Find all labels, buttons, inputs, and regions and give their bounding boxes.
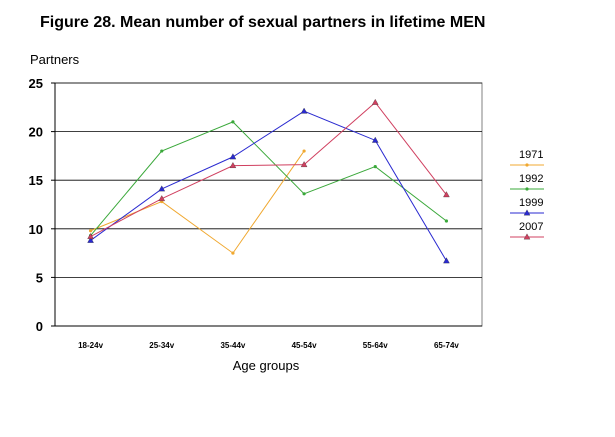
x-axis-label: Age groups — [233, 358, 300, 373]
legend-marker-1992 — [525, 187, 529, 191]
y-tick-label: 25 — [29, 76, 43, 91]
data-point-1992 — [160, 149, 164, 153]
series-line-2007 — [90, 101, 447, 238]
x-tick-label: 35-44v — [220, 341, 245, 350]
data-point-1999 — [300, 107, 308, 114]
data-point-1992 — [302, 192, 306, 196]
series-2007 — [87, 98, 450, 239]
data-point-1999 — [87, 236, 94, 243]
data-point-2007 — [371, 98, 379, 105]
y-tick-label: 5 — [36, 270, 43, 285]
legend-marker-2007 — [523, 233, 531, 240]
data-point-1992 — [444, 219, 449, 223]
y-tick-label: 15 — [29, 173, 43, 188]
data-point-1971 — [88, 229, 93, 233]
series-lines — [87, 98, 450, 264]
x-tick-label: 18-24v — [78, 341, 103, 350]
legend-marker-1999 — [523, 209, 531, 216]
data-point-1992 — [373, 164, 377, 169]
y-axis-label: Partners — [30, 52, 80, 67]
legend-label-1971: 1971 — [519, 149, 543, 161]
y-axis-ticks: 0 5 10 15 20 25 — [29, 76, 55, 334]
x-tick-label: 25-34v — [149, 341, 174, 350]
legend-marker-1971 — [525, 163, 529, 167]
data-point-1999 — [158, 185, 166, 192]
data-point-2007 — [443, 191, 450, 198]
y-tick-label: 0 — [36, 319, 43, 334]
data-point-2007 — [87, 233, 94, 239]
legend-label-1999: 1999 — [519, 197, 543, 209]
data-point-1999 — [229, 153, 237, 160]
y-tick-label: 20 — [29, 125, 43, 140]
y-tick-label: 10 — [29, 222, 43, 237]
data-point-2007 — [158, 195, 166, 202]
data-point-1971 — [302, 149, 306, 153]
legend-label-1992: 1992 — [519, 173, 543, 185]
x-tick-label: 45-54v — [292, 341, 317, 350]
chart-title: Figure 28. Mean number of sexual partner… — [40, 14, 486, 31]
series-line-1992 — [90, 121, 447, 236]
data-point-1992 — [231, 120, 235, 124]
plot-border — [54, 82, 483, 327]
series-1999 — [87, 107, 450, 264]
legend: 1971 1992 1999 2007 — [510, 149, 544, 240]
data-point-1999 — [443, 257, 450, 264]
x-axis-ticks: 18-24v 25-34v 35-44v 45-54v 55-64v 65-74v — [78, 341, 459, 350]
x-tick-label: 65-74v — [434, 341, 459, 350]
gridlines — [55, 82, 482, 278]
plot-area — [54, 82, 483, 327]
series-line-1999 — [90, 110, 447, 262]
legend-label-2007: 2007 — [519, 221, 543, 233]
x-tick-label: 55-64v — [363, 341, 388, 350]
data-point-2007 — [300, 161, 308, 167]
data-point-2007 — [229, 162, 237, 168]
data-point-1971 — [231, 251, 235, 255]
data-point-1999 — [371, 136, 379, 143]
series-line-1971 — [90, 150, 305, 254]
